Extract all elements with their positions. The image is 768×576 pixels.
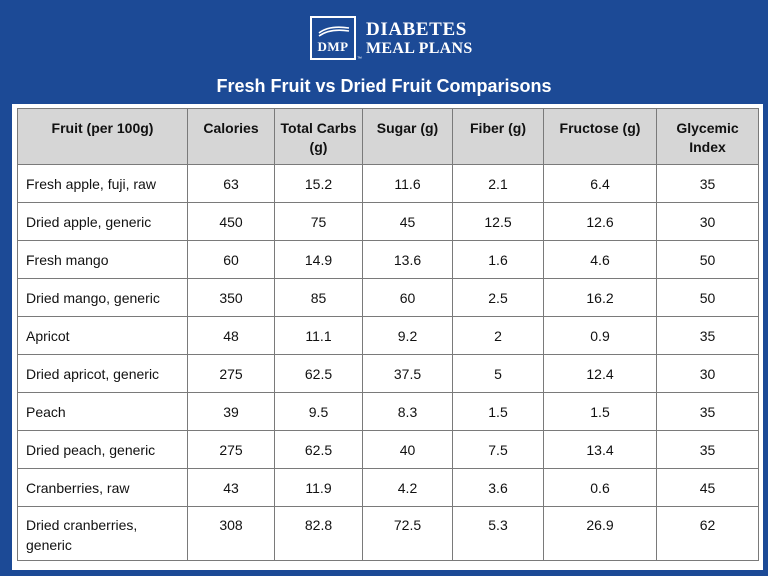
sugar-cell: 11.6 bbox=[362, 164, 453, 203]
column-header-fructose: Fructose (g) bbox=[543, 108, 657, 165]
sugar-cell: 4.2 bbox=[362, 468, 453, 507]
fruit-name-cell: Dried mango, generic bbox=[17, 278, 188, 317]
fruit-name-cell: Fresh apple, fuji, raw bbox=[17, 164, 188, 203]
fructose-cell: 26.9 bbox=[543, 506, 657, 561]
table-row: Dried peach, generic 275 62.5 40 7.5 13.… bbox=[17, 430, 759, 469]
page-header: DMP ™ DIABETES MEAL PLANS Fresh Fruit vs… bbox=[0, 0, 768, 104]
column-header-calories: Calories bbox=[187, 108, 275, 165]
fructose-cell: 1.5 bbox=[543, 392, 657, 431]
fruit-name-cell: Fresh mango bbox=[17, 240, 188, 279]
table-row: Dried apple, generic 450 75 45 12.5 12.6… bbox=[17, 202, 759, 241]
total-carbs-cell: 9.5 bbox=[274, 392, 363, 431]
logo-swoosh-icon bbox=[318, 26, 350, 37]
logo-brand-name: DIABETES MEAL PLANS bbox=[366, 20, 473, 57]
sugar-cell: 45 bbox=[362, 202, 453, 241]
glycemic-index-cell: 35 bbox=[656, 164, 759, 203]
calories-cell: 48 bbox=[187, 316, 275, 355]
fiber-cell: 7.5 bbox=[452, 430, 544, 469]
total-carbs-cell: 75 bbox=[274, 202, 363, 241]
sugar-cell: 60 bbox=[362, 278, 453, 317]
column-header-fiber: Fiber (g) bbox=[452, 108, 544, 165]
comparison-table-panel: Fruit (per 100g) Calories Total Carbs (g… bbox=[12, 104, 763, 570]
logo-name-line1: DIABETES bbox=[366, 19, 467, 40]
fructose-cell: 12.6 bbox=[543, 202, 657, 241]
total-carbs-cell: 62.5 bbox=[274, 430, 363, 469]
fruit-name-cell: Dried cranberries, generic bbox=[17, 506, 188, 561]
calories-cell: 275 bbox=[187, 354, 275, 393]
table-row: Fresh mango 60 14.9 13.6 1.6 4.6 50 bbox=[17, 240, 759, 279]
fiber-cell: 12.5 bbox=[452, 202, 544, 241]
logo-trademark: ™ bbox=[357, 56, 362, 62]
fruit-name-cell: Dried peach, generic bbox=[17, 430, 188, 469]
glycemic-index-cell: 50 bbox=[656, 278, 759, 317]
fruit-name-cell: Cranberries, raw bbox=[17, 468, 188, 507]
page-title: Fresh Fruit vs Dried Fruit Comparisons bbox=[216, 76, 552, 96]
total-carbs-cell: 14.9 bbox=[274, 240, 363, 279]
fructose-cell: 4.6 bbox=[543, 240, 657, 279]
fruit-name-cell: Dried apricot, generic bbox=[17, 354, 188, 393]
sugar-cell: 40 bbox=[362, 430, 453, 469]
total-carbs-cell: 85 bbox=[274, 278, 363, 317]
sugar-cell: 72.5 bbox=[362, 506, 453, 561]
fiber-cell: 1.5 bbox=[452, 392, 544, 431]
glycemic-index-cell: 35 bbox=[656, 316, 759, 355]
table-row: Dried apricot, generic 275 62.5 37.5 5 1… bbox=[17, 354, 759, 393]
table-row: Dried mango, generic 350 85 60 2.5 16.2 … bbox=[17, 278, 759, 317]
table-row: Cranberries, raw 43 11.9 4.2 3.6 0.6 45 bbox=[17, 468, 759, 507]
column-header-fruit: Fruit (per 100g) bbox=[17, 108, 188, 165]
fiber-cell: 5 bbox=[452, 354, 544, 393]
fiber-cell: 1.6 bbox=[452, 240, 544, 279]
fructose-cell: 0.6 bbox=[543, 468, 657, 507]
fiber-cell: 5.3 bbox=[452, 506, 544, 561]
calories-cell: 39 bbox=[187, 392, 275, 431]
calories-cell: 275 bbox=[187, 430, 275, 469]
glycemic-index-cell: 35 bbox=[656, 430, 759, 469]
calories-cell: 60 bbox=[187, 240, 275, 279]
glycemic-index-cell: 62 bbox=[656, 506, 759, 561]
glycemic-index-cell: 35 bbox=[656, 392, 759, 431]
sugar-cell: 37.5 bbox=[362, 354, 453, 393]
fructose-cell: 16.2 bbox=[543, 278, 657, 317]
fructose-cell: 6.4 bbox=[543, 164, 657, 203]
column-header-glycemic-index: Glycemic Index bbox=[656, 108, 759, 165]
glycemic-index-cell: 30 bbox=[656, 354, 759, 393]
column-header-sugar: Sugar (g) bbox=[362, 108, 453, 165]
calories-cell: 308 bbox=[187, 506, 275, 561]
glycemic-index-cell: 45 bbox=[656, 468, 759, 507]
logo-abbreviation: DMP bbox=[317, 39, 349, 54]
fructose-cell: 12.4 bbox=[543, 354, 657, 393]
fruit-comparison-table: Fruit (per 100g) Calories Total Carbs (g… bbox=[17, 108, 759, 561]
glycemic-index-cell: 50 bbox=[656, 240, 759, 279]
total-carbs-cell: 62.5 bbox=[274, 354, 363, 393]
total-carbs-cell: 11.1 bbox=[274, 316, 363, 355]
fructose-cell: 0.9 bbox=[543, 316, 657, 355]
fruit-name-cell: Peach bbox=[17, 392, 188, 431]
sugar-cell: 8.3 bbox=[362, 392, 453, 431]
total-carbs-cell: 15.2 bbox=[274, 164, 363, 203]
table-row: Dried cranberries, generic 308 82.8 72.5… bbox=[17, 506, 759, 561]
sugar-cell: 13.6 bbox=[362, 240, 453, 279]
fiber-cell: 2 bbox=[452, 316, 544, 355]
table-row: Peach 39 9.5 8.3 1.5 1.5 35 bbox=[17, 392, 759, 431]
fructose-cell: 13.4 bbox=[543, 430, 657, 469]
calories-cell: 450 bbox=[187, 202, 275, 241]
calories-cell: 350 bbox=[187, 278, 275, 317]
fruit-name-cell: Dried apple, generic bbox=[17, 202, 188, 241]
fiber-cell: 3.6 bbox=[452, 468, 544, 507]
fruit-name-cell: Apricot bbox=[17, 316, 188, 355]
total-carbs-cell: 82.8 bbox=[274, 506, 363, 561]
calories-cell: 43 bbox=[187, 468, 275, 507]
glycemic-index-cell: 30 bbox=[656, 202, 759, 241]
fiber-cell: 2.5 bbox=[452, 278, 544, 317]
calories-cell: 63 bbox=[187, 164, 275, 203]
table-row: Apricot 48 11.1 9.2 2 0.9 35 bbox=[17, 316, 759, 355]
table-row: Fresh apple, fuji, raw 63 15.2 11.6 2.1 … bbox=[17, 164, 759, 203]
fiber-cell: 2.1 bbox=[452, 164, 544, 203]
total-carbs-cell: 11.9 bbox=[274, 468, 363, 507]
logo-name-line2: MEAL PLANS bbox=[366, 40, 473, 57]
dmp-logo-badge: DMP bbox=[310, 16, 356, 60]
sugar-cell: 9.2 bbox=[362, 316, 453, 355]
table-header-row: Fruit (per 100g) Calories Total Carbs (g… bbox=[17, 108, 759, 165]
column-header-total-carbs: Total Carbs (g) bbox=[274, 108, 363, 165]
